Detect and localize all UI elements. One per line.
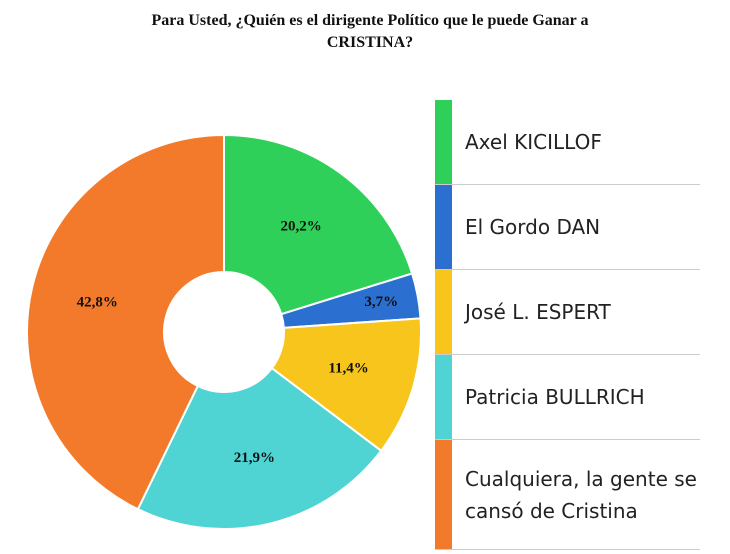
legend-swatch — [435, 355, 452, 439]
legend-label: Axel KICILLOF — [465, 130, 602, 154]
value-label: 42,8% — [77, 294, 118, 310]
legend-item: Patricia BULLRICH — [435, 355, 700, 440]
donut-chart: 20,2% 3,7% 11,4% 21,9% 42,8% — [26, 133, 422, 530]
slice — [26, 133, 225, 511]
value-label: 20,2% — [280, 219, 321, 235]
legend-label: Patricia BULLRICH — [465, 385, 645, 409]
legend-swatch — [435, 270, 452, 354]
value-label: 11,4% — [328, 360, 368, 376]
value-label: 3,7% — [364, 294, 398, 310]
legend-swatch — [435, 440, 452, 549]
chart-title: Para Usted, ¿Quién es el dirigente Polít… — [151, 12, 589, 51]
legend-swatch — [435, 185, 452, 269]
legend-swatch — [435, 100, 452, 184]
legend-label: El Gordo DAN — [465, 215, 601, 239]
slice — [223, 133, 414, 316]
legend-item: El Gordo DAN — [435, 185, 700, 270]
legend-item: Axel KICILLOF — [435, 100, 700, 185]
value-label: 21,9% — [234, 450, 275, 466]
slice — [270, 317, 422, 453]
legend-item: Cualquiera, la gente se cansó de Cristin… — [435, 440, 700, 550]
legend-label: Cualquiera, la gente se cansó de Cristin… — [465, 466, 697, 523]
legend-item: José L. ESPERT — [435, 270, 700, 355]
slice — [136, 366, 383, 530]
legend-label: José L. ESPERT — [465, 300, 611, 324]
